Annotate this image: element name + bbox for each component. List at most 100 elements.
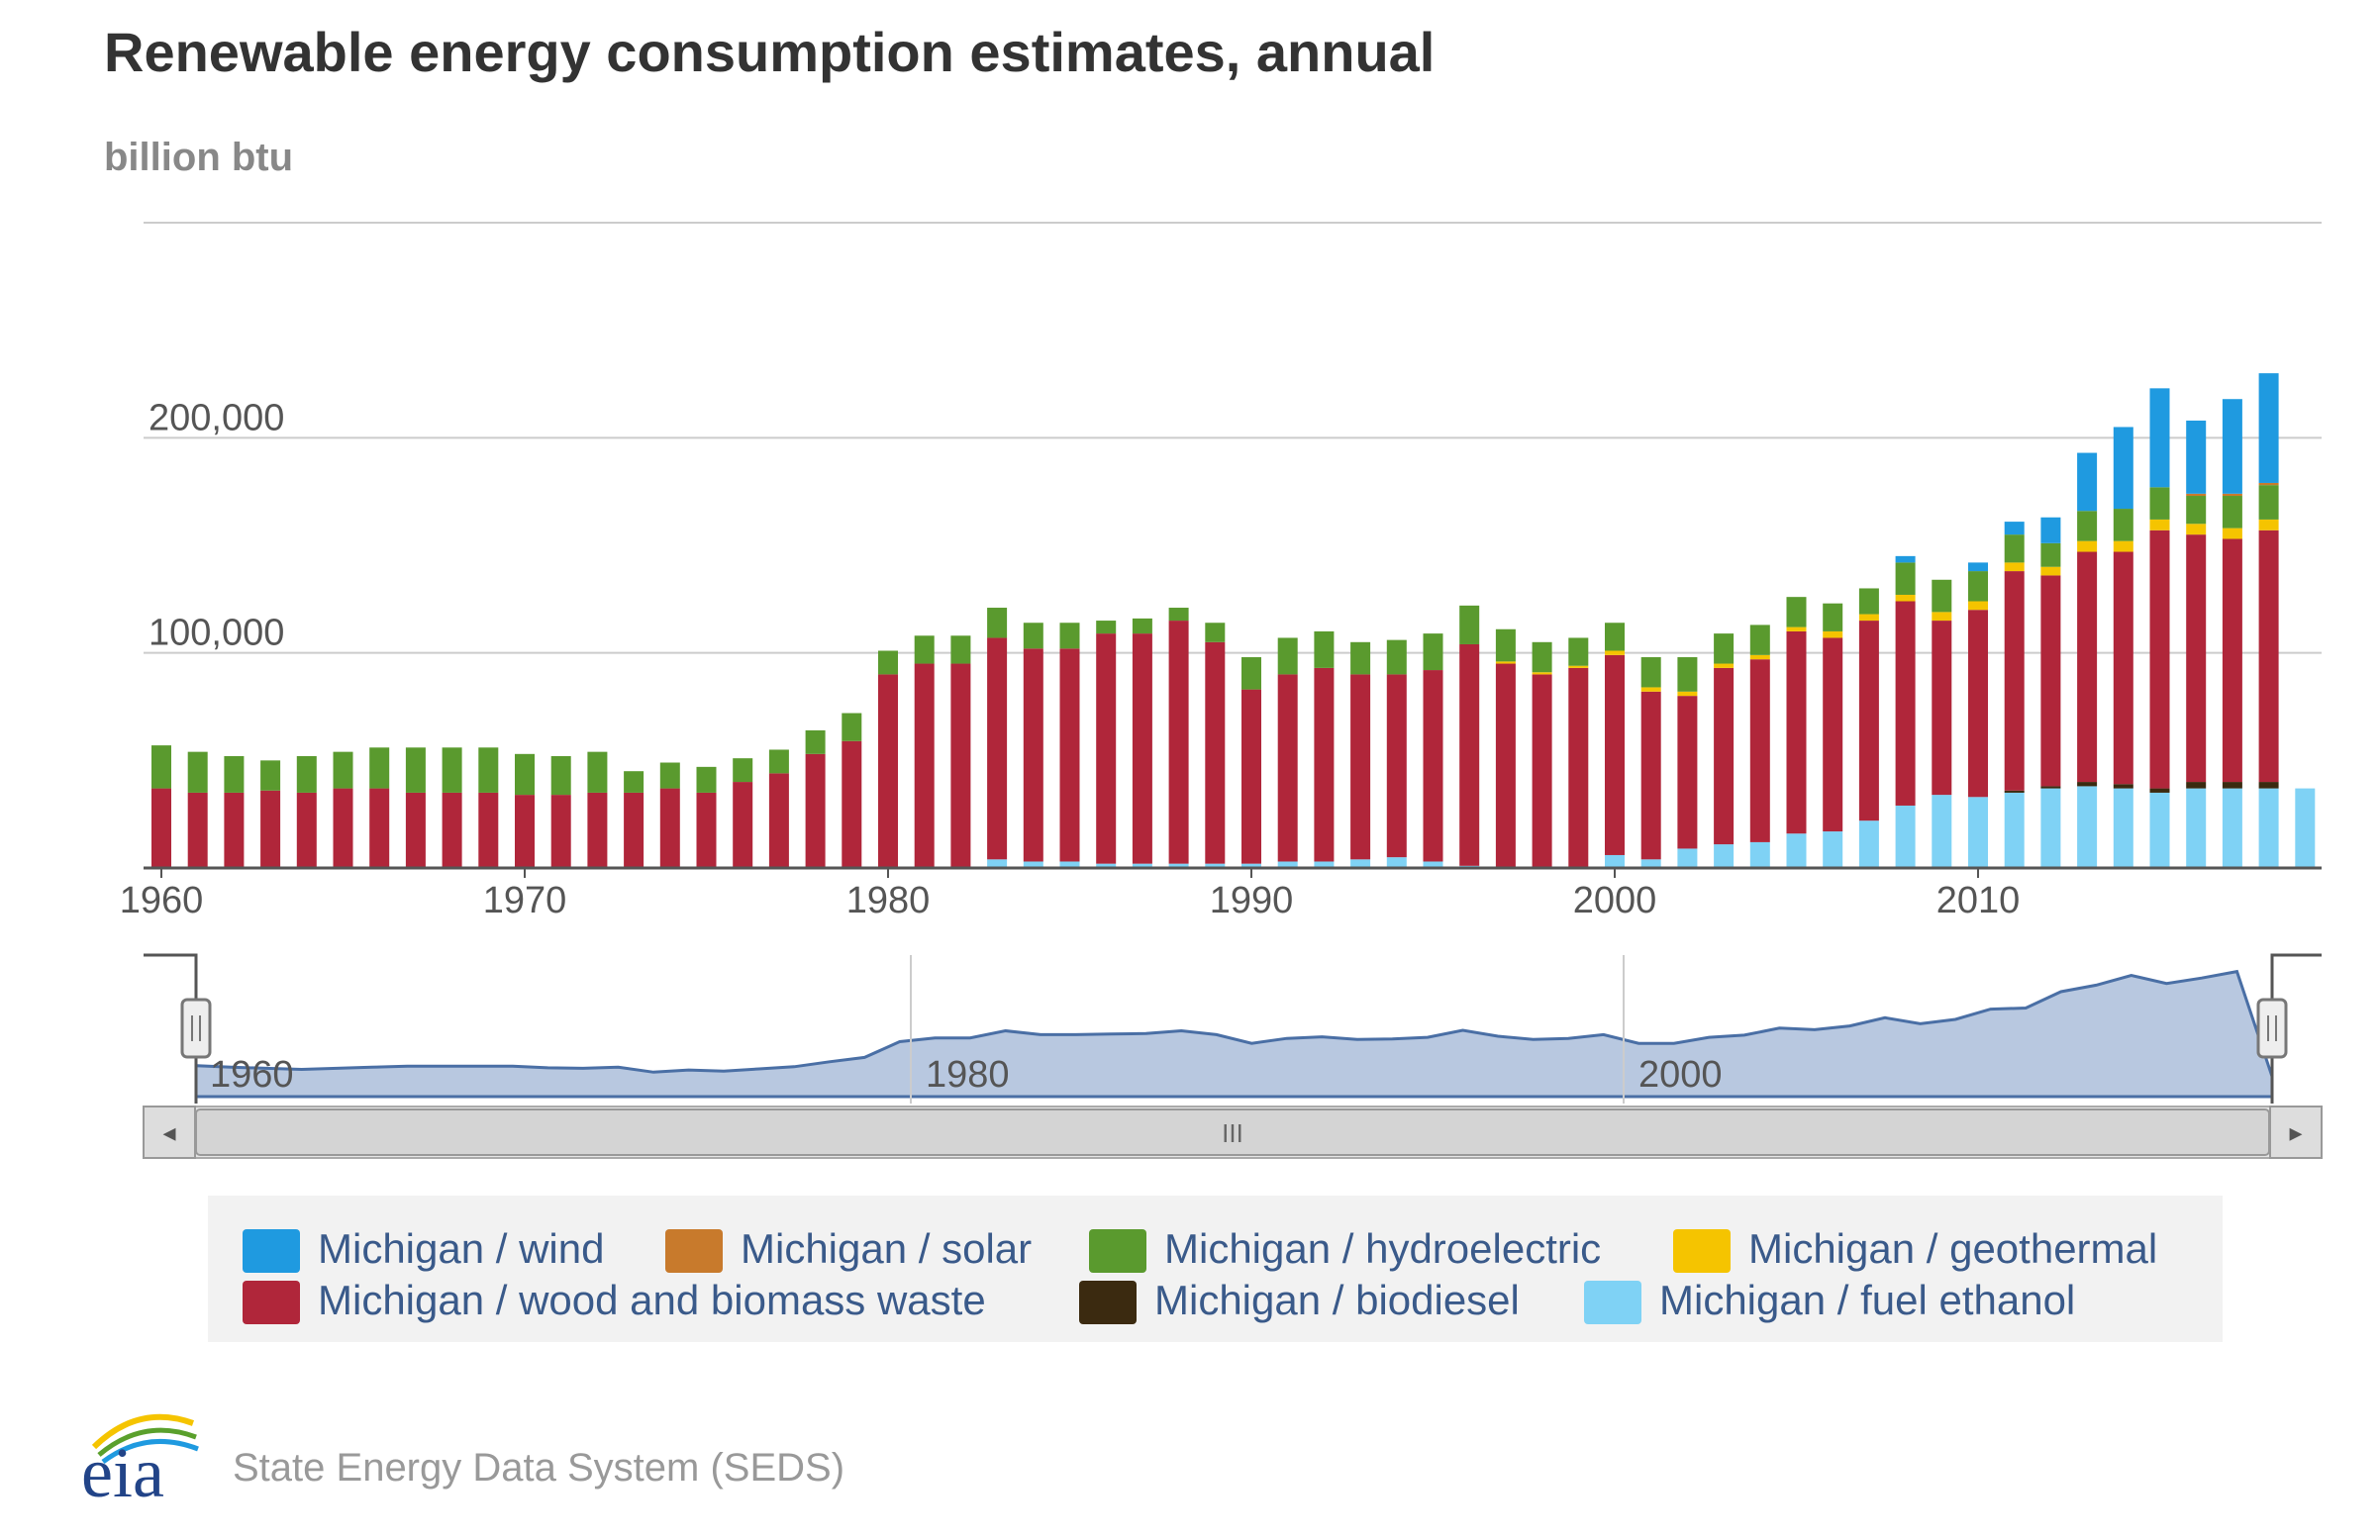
bar-ethanol-2006[interactable] <box>1823 831 1843 868</box>
legend-swatch-biodiesel[interactable] <box>1079 1281 1137 1324</box>
legend-swatch-ethanol[interactable] <box>1584 1281 1641 1324</box>
bar-wood-1968[interactable] <box>442 792 462 868</box>
bar-wood-2017[interactable] <box>2222 538 2242 783</box>
bar-ethanol-2008[interactable] <box>1895 805 1916 868</box>
navigator-right-handle[interactable] <box>2256 998 2288 1059</box>
bar-hydro-2017[interactable] <box>2222 496 2242 529</box>
bar-wood-1993[interactable] <box>1350 674 1371 860</box>
scrollbar-right-button[interactable] <box>2269 1106 2323 1159</box>
bar-hydro-2016[interactable] <box>2186 496 2207 525</box>
bar-biodiesel-2011[interactable] <box>2004 790 2025 793</box>
bar-hydro-1981[interactable] <box>914 635 935 664</box>
bar-wood-1979[interactable] <box>842 740 862 868</box>
bar-ethanol-2016[interactable] <box>2186 788 2207 868</box>
bar-geothermal-2003[interactable] <box>1714 663 1735 668</box>
bar-solar-2016[interactable] <box>2186 493 2207 497</box>
bar-hydro-1994[interactable] <box>1386 639 1407 675</box>
bar-geothermal-2009[interactable] <box>1932 612 1952 622</box>
bar-wood-2000[interactable] <box>1605 654 1625 855</box>
bar-ethanol-2009[interactable] <box>1932 795 1952 868</box>
bar-wood-1984[interactable] <box>1023 648 1043 862</box>
bar-hydro-1975[interactable] <box>696 766 717 793</box>
bar-wood-1999[interactable] <box>1568 667 1589 868</box>
bar-geothermal-2001[interactable] <box>1640 687 1661 692</box>
bar-hydro-1967[interactable] <box>405 747 426 793</box>
bar-geothermal-1999[interactable] <box>1568 665 1589 668</box>
legend-label-ethanol[interactable]: Michigan / fuel ethanol <box>1659 1277 2075 1323</box>
bar-ethanol-2017[interactable] <box>2222 788 2242 868</box>
bar-wood-1991[interactable] <box>1277 674 1298 862</box>
bar-biodiesel-2013[interactable] <box>2077 782 2098 787</box>
bar-biodiesel-2012[interactable] <box>2040 786 2061 789</box>
bar-geothermal-2000[interactable] <box>1605 650 1625 655</box>
bar-hydro-1977[interactable] <box>768 749 789 774</box>
bar-wood-1966[interactable] <box>369 788 390 868</box>
bar-hydro-1980[interactable] <box>878 650 898 675</box>
bar-wood-2007[interactable] <box>1858 621 1879 821</box>
bar-hydro-1996[interactable] <box>1459 605 1480 644</box>
bars[interactable] <box>151 373 2316 868</box>
bar-ethanol-2018[interactable] <box>2258 788 2279 868</box>
bar-wood-1974[interactable] <box>659 788 680 868</box>
bar-hydro-1964[interactable] <box>296 755 317 793</box>
bar-ethanol-2012[interactable] <box>2040 788 2061 868</box>
bar-hydro-2001[interactable] <box>1640 657 1661 688</box>
bar-wind-2018[interactable] <box>2258 373 2279 483</box>
bar-wood-2009[interactable] <box>1932 621 1952 796</box>
bar-hydro-1987[interactable] <box>1132 618 1152 634</box>
bar-hydro-2004[interactable] <box>1749 625 1770 655</box>
bar-geothermal-1998[interactable] <box>1532 672 1552 675</box>
bar-hydro-1988[interactable] <box>1168 608 1189 622</box>
bar-hydro-1966[interactable] <box>369 747 390 789</box>
bar-ethanol-2010[interactable] <box>1968 797 1988 868</box>
bar-hydro-1984[interactable] <box>1023 623 1043 649</box>
bar-hydro-1965[interactable] <box>333 751 353 789</box>
bar-wood-1998[interactable] <box>1532 674 1552 868</box>
bar-wood-1977[interactable] <box>768 773 789 868</box>
bar-geothermal-1997[interactable] <box>1495 661 1516 664</box>
bar-ethanol-2019[interactable] <box>2295 788 2316 868</box>
bar-geothermal-2015[interactable] <box>2149 519 2170 530</box>
bar-hydro-1969[interactable] <box>478 747 499 793</box>
bar-hydro-2000[interactable] <box>1605 623 1625 651</box>
bar-biodiesel-2016[interactable] <box>2186 782 2207 789</box>
bar-ethanol-2002[interactable] <box>1677 848 1698 868</box>
bar-wind-2010[interactable] <box>1968 562 1988 572</box>
bar-hydro-1972[interactable] <box>587 751 608 793</box>
bar-wood-1971[interactable] <box>550 795 571 868</box>
bar-ethanol-1987[interactable] <box>1132 863 1152 868</box>
bar-hydro-1990[interactable] <box>1241 657 1261 690</box>
bar-ethanol-1992[interactable] <box>1314 861 1335 868</box>
bar-geothermal-2004[interactable] <box>1749 654 1770 660</box>
bar-ethanol-1989[interactable] <box>1205 863 1226 868</box>
legend-label-hydro[interactable]: Michigan / hydroelectric <box>1164 1225 1601 1272</box>
bar-hydro-1989[interactable] <box>1205 623 1226 642</box>
bar-wood-1962[interactable] <box>224 792 245 868</box>
bar-geothermal-2002[interactable] <box>1677 691 1698 697</box>
bar-ethanol-2014[interactable] <box>2113 788 2133 868</box>
bar-geothermal-2008[interactable] <box>1895 594 1916 602</box>
bar-wood-1980[interactable] <box>878 674 898 868</box>
bar-wood-2010[interactable] <box>1968 610 1988 798</box>
bar-hydro-1973[interactable] <box>624 771 645 793</box>
bar-wind-2015[interactable] <box>2149 388 2170 488</box>
bar-ethanol-1995[interactable] <box>1423 861 1443 868</box>
bar-wood-2011[interactable] <box>2004 571 2025 791</box>
bar-ethanol-1991[interactable] <box>1277 861 1298 868</box>
legend-swatch-solar[interactable] <box>665 1229 723 1273</box>
bar-wood-1975[interactable] <box>696 792 717 868</box>
bar-wood-1960[interactable] <box>151 788 171 868</box>
bar-wood-1997[interactable] <box>1495 663 1516 868</box>
bar-wood-2005[interactable] <box>1786 630 1807 834</box>
bar-hydro-2012[interactable] <box>2040 542 2061 567</box>
bar-hydro-2006[interactable] <box>1823 603 1843 631</box>
bar-wood-1964[interactable] <box>296 792 317 868</box>
bar-ethanol-1990[interactable] <box>1241 863 1261 868</box>
bar-wood-1967[interactable] <box>405 792 426 868</box>
bar-ethanol-1983[interactable] <box>987 859 1008 868</box>
bar-wood-1961[interactable] <box>187 792 208 868</box>
bar-hydro-2010[interactable] <box>1968 571 1988 602</box>
bar-hydro-1976[interactable] <box>733 758 753 783</box>
bar-ethanol-1993[interactable] <box>1350 859 1371 868</box>
bar-ethanol-2003[interactable] <box>1714 844 1735 868</box>
